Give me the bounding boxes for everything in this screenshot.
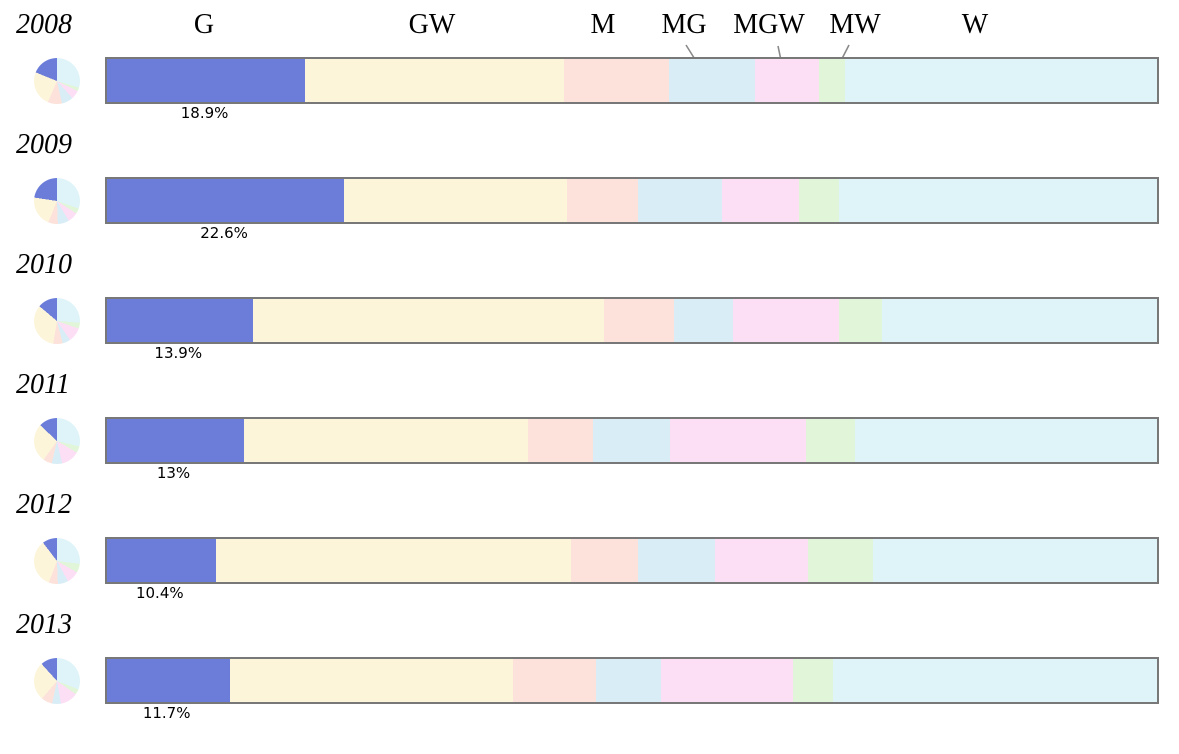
pie-chart xyxy=(34,538,80,584)
bar-segment-mgw xyxy=(732,299,839,342)
year-label: 2013 xyxy=(16,609,72,640)
bar-segment-gw xyxy=(243,419,529,462)
segment-header-label-m: M xyxy=(590,9,616,40)
pie-chart xyxy=(34,178,80,224)
g-percent-label: 13.9% xyxy=(154,344,203,362)
bar-segment-mw xyxy=(818,59,846,102)
pie-chart xyxy=(34,658,80,704)
bar-segment-mw xyxy=(808,539,874,582)
stacked-bar xyxy=(105,657,1159,704)
g-percent-label: 11.7% xyxy=(142,704,191,722)
bar-segment-mgw xyxy=(754,59,819,102)
bar-segment-mgw xyxy=(669,419,807,462)
bar-segment-w xyxy=(838,179,1157,222)
bar-segment-m xyxy=(603,299,674,342)
bar-segment-mg xyxy=(638,179,723,222)
bar-segment-g xyxy=(107,299,253,342)
bar-segment-gw xyxy=(216,539,572,582)
segment-header-label-mw: MW xyxy=(829,9,881,40)
bar-segment-mgw xyxy=(714,539,809,582)
segment-header-label-g: G xyxy=(193,9,215,40)
bar-segment-mgw xyxy=(661,659,793,702)
bar-segment-w xyxy=(832,659,1157,702)
bar-segment-g xyxy=(107,59,306,102)
bar-segment-mw xyxy=(838,299,882,342)
segment-header-label-mg: MG xyxy=(661,9,707,40)
bar-segment-mw xyxy=(798,179,839,222)
year-label: 2010 xyxy=(16,249,72,280)
bar-segment-w xyxy=(873,539,1157,582)
bar-segment-gw xyxy=(229,659,514,702)
bar-segment-mw xyxy=(792,659,833,702)
bar-segment-m xyxy=(571,539,639,582)
bar-segment-g xyxy=(107,539,217,582)
stacked-bar xyxy=(105,57,1159,104)
pie-chart xyxy=(34,418,80,464)
segment-header-label-w: W xyxy=(961,9,989,40)
bar-segment-m xyxy=(513,659,597,702)
pie-chart xyxy=(34,58,80,104)
g-percent-label: 10.4% xyxy=(135,584,184,602)
year-label: 2011 xyxy=(16,369,70,400)
bar-segment-gw xyxy=(344,179,567,222)
bar-segment-w xyxy=(845,59,1157,102)
pie-chart xyxy=(34,298,80,344)
bar-segment-mg xyxy=(593,419,670,462)
year-label: 2012 xyxy=(16,489,72,520)
bar-segment-gw xyxy=(305,59,564,102)
bar-segment-mgw xyxy=(722,179,799,222)
stacked-bar xyxy=(105,297,1159,344)
segment-header-label-gw: GW xyxy=(408,9,456,40)
bar-segment-w xyxy=(881,299,1157,342)
g-percent-label: 13% xyxy=(156,464,191,482)
stacked-bar xyxy=(105,537,1159,584)
bar-segment-m xyxy=(566,179,639,222)
bar-segment-m xyxy=(563,59,669,102)
bar-segment-mg xyxy=(668,59,755,102)
year-label: 2009 xyxy=(16,129,72,160)
bar-segment-g xyxy=(107,659,230,702)
bar-segment-mg xyxy=(596,659,662,702)
bar-segment-gw xyxy=(252,299,604,342)
bar-segment-mg xyxy=(638,539,715,582)
bar-segment-g xyxy=(107,179,345,222)
bar-segment-mw xyxy=(806,419,855,462)
bar-segment-mg xyxy=(673,299,733,342)
g-percent-label: 22.6% xyxy=(200,224,248,242)
year-label: 2008 xyxy=(16,9,72,40)
bar-segment-g xyxy=(107,419,244,462)
bar-segment-w xyxy=(854,419,1157,462)
stacked-bar xyxy=(105,417,1159,464)
stacked-bar xyxy=(105,177,1159,224)
bar-segment-m xyxy=(528,419,594,462)
segment-header-label-mgw: MGW xyxy=(733,9,805,40)
g-percent-label: 18.9% xyxy=(180,104,229,122)
